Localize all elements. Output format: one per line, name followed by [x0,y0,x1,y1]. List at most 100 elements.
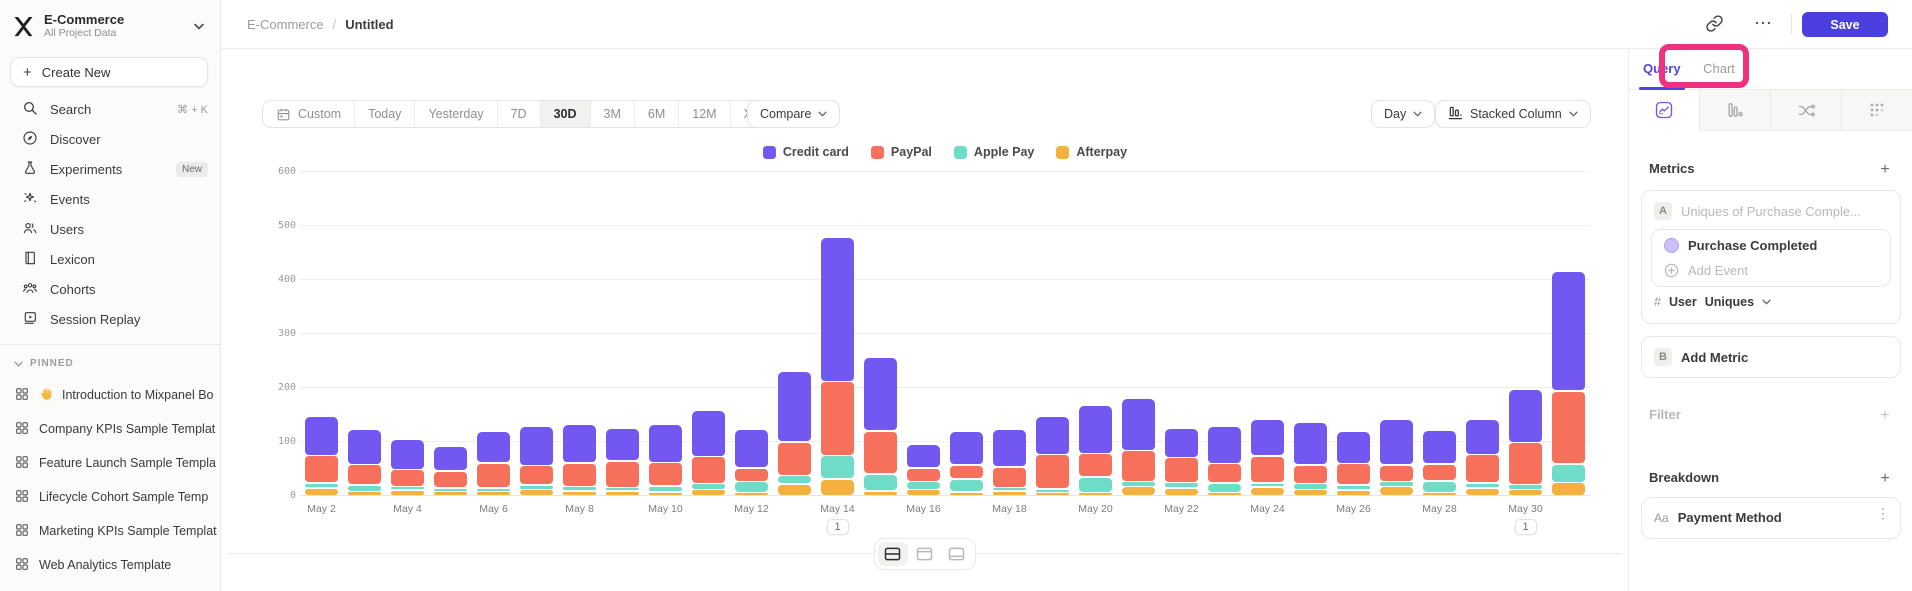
bar-may-25[interactable] [1294,423,1327,495]
bar-segment-afterpay[interactable] [305,488,338,495]
bar-segment-afterpay[interactable] [1122,487,1155,495]
bar-may-9[interactable] [606,429,639,495]
bar-may-30[interactable] [1509,389,1542,495]
bar-segment-afterpay[interactable] [864,491,897,495]
bar-segment-credit-card[interactable] [348,429,381,464]
report-title[interactable]: Untitled [345,16,394,32]
bar-segment-paypal[interactable] [649,463,682,486]
bar-segment-apple-pay[interactable] [434,488,467,491]
bar-segment-credit-card[interactable] [950,431,983,465]
bar-segment-paypal[interactable] [477,463,510,488]
sidebar-item-experiments[interactable]: Experiments New [0,154,221,184]
bar-segment-apple-pay[interactable] [1509,485,1542,489]
bar-segment-paypal[interactable] [778,442,811,475]
bar-segment-afterpay[interactable] [1380,487,1413,495]
bar-segment-afterpay[interactable] [434,492,467,495]
bar-may-4[interactable] [391,440,424,495]
compare-button[interactable]: Compare [747,100,841,128]
bar-segment-credit-card[interactable] [907,445,940,468]
bar-segment-paypal[interactable] [993,467,1026,487]
pinned-board-item[interactable]: Marketing KPIs Sample Templat [0,514,221,548]
bar-may-17[interactable] [950,431,983,495]
bar-segment-afterpay[interactable] [391,490,424,495]
bar-segment-paypal[interactable] [1208,464,1241,483]
bar-segment-credit-card[interactable] [434,446,467,471]
bar-may-24[interactable] [1251,420,1284,495]
tab-query[interactable]: Query [1643,61,1681,76]
project-switcher[interactable]: E-Commerce All Project Data [10,8,210,44]
add-event-row[interactable]: Add Event [1652,263,1890,278]
bar-segment-afterpay[interactable] [692,490,725,495]
sidebar-item-session-replay[interactable]: Session Replay [0,304,221,334]
sidebar-item-lexicon[interactable]: Lexicon [0,244,221,274]
bar-segment-paypal[interactable] [348,465,381,485]
bar-may-26[interactable] [1337,431,1370,495]
bar-segment-apple-pay[interactable] [993,488,1026,491]
bar-segment-afterpay[interactable] [993,491,1026,495]
bar-segment-apple-pay[interactable] [692,484,725,489]
bar-segment-credit-card[interactable] [735,429,768,468]
bar-may-31[interactable] [1552,272,1585,495]
sidebar-item-users[interactable]: Users [0,214,221,244]
bar-segment-credit-card[interactable] [563,425,596,463]
bar-segment-credit-card[interactable] [692,411,725,456]
bar-segment-apple-pay[interactable] [1036,489,1069,492]
bar-segment-apple-pay[interactable] [1208,483,1241,492]
event-row[interactable]: Purchase Completed [1652,238,1890,253]
layout-bottom-button[interactable] [942,542,972,566]
bar-segment-afterpay[interactable] [1552,483,1585,495]
bar-segment-afterpay[interactable] [1079,493,1112,495]
bar-segment-paypal[interactable] [907,468,940,481]
bar-segment-paypal[interactable] [1552,391,1585,464]
bar-segment-afterpay[interactable] [348,492,381,495]
bar-segment-apple-pay[interactable] [950,479,983,492]
annotation-badge[interactable]: 1 [1514,519,1537,535]
bar-segment-paypal[interactable] [563,463,596,486]
bar-segment-paypal[interactable] [1294,465,1327,483]
bar-segment-credit-card[interactable] [1294,423,1327,465]
bar-segment-apple-pay[interactable] [1337,485,1370,490]
add-filter-plus-icon[interactable]: + [1880,407,1890,424]
bar-segment-afterpay[interactable] [606,491,639,495]
bar-may-3[interactable] [348,429,381,495]
bar-may-16[interactable] [907,445,940,495]
bar-segment-apple-pay[interactable] [907,482,940,489]
bar-segment-paypal[interactable] [1509,443,1542,484]
range-button-30d[interactable]: 30D [539,101,590,127]
bar-segment-paypal[interactable] [606,461,639,487]
bar-segment-apple-pay[interactable] [1552,464,1585,482]
bar-segment-apple-pay[interactable] [477,488,510,491]
bar-segment-afterpay[interactable] [520,490,553,495]
tab-chart[interactable]: Chart [1703,61,1735,76]
bar-may-10[interactable] [649,425,682,495]
legend-item-credit-card[interactable]: Credit card [762,145,849,159]
annotation-badge[interactable]: 1 [826,519,849,535]
bar-may-23[interactable] [1208,427,1241,495]
bar-segment-paypal[interactable] [305,456,338,483]
bar-may-5[interactable] [434,446,467,495]
bar-may-11[interactable] [692,411,725,495]
chart-type-dropdown[interactable]: Stacked Column [1435,100,1591,128]
bar-segment-credit-card[interactable] [1423,431,1456,464]
bar-segment-apple-pay[interactable] [1466,483,1499,488]
bar-segment-apple-pay[interactable] [520,485,553,489]
bar-may-28[interactable] [1423,431,1456,495]
bar-segment-afterpay[interactable] [1337,490,1370,495]
bar-segment-paypal[interactable] [1122,451,1155,481]
flows-tab-icon[interactable] [1771,90,1842,130]
bar-may-6[interactable] [477,432,510,495]
bar-may-8[interactable] [563,425,596,495]
bar-segment-credit-card[interactable] [778,371,811,442]
bar-segment-credit-card[interactable] [1509,389,1542,442]
bar-segment-paypal[interactable] [735,468,768,481]
bar-segment-credit-card[interactable] [1251,420,1284,456]
metric-b-card[interactable]: B Add Metric [1641,336,1901,378]
bar-segment-afterpay[interactable] [778,484,811,495]
bar-may-21[interactable] [1122,399,1155,495]
bar-segment-credit-card[interactable] [1122,399,1155,450]
bar-segment-apple-pay[interactable] [1122,482,1155,486]
bar-segment-apple-pay[interactable] [649,486,682,492]
funnels-tab-icon[interactable] [1700,90,1771,130]
bar-segment-paypal[interactable] [1423,464,1456,481]
kebab-menu-icon[interactable]: ⋮ [1876,505,1890,521]
